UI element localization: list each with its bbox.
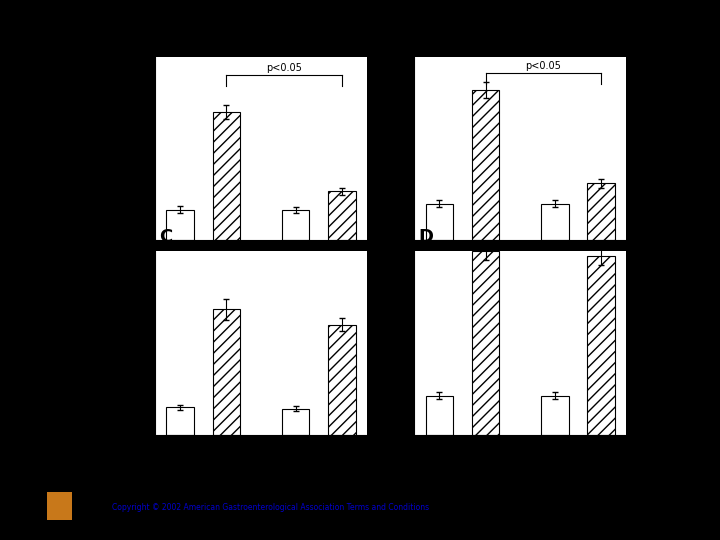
Text: +: +: [292, 262, 300, 272]
Text: N19-RhoA: N19-RhoA: [415, 286, 457, 295]
Bar: [282, 409, 310, 435]
Bar: [166, 407, 194, 435]
Bar: [166, 210, 194, 240]
Bar: [212, 309, 240, 435]
Text: C: C: [159, 227, 173, 246]
Text: +: +: [222, 457, 230, 467]
Bar: [212, 112, 240, 240]
Text: A: A: [159, 33, 174, 51]
Text: +: +: [176, 457, 184, 467]
Text: +: +: [482, 262, 490, 272]
Text: Gastroenterology 2002 123271-280 DOI: (10.1053/gast.2002.34162): Gastroenterology 2002 123271-280 DOI: (1…: [112, 492, 374, 502]
Text: +: +: [551, 286, 559, 296]
Bar: [541, 396, 569, 435]
Polygon shape: [48, 491, 72, 520]
Text: ELSEVIER: ELSEVIER: [47, 526, 72, 531]
Text: +: +: [482, 457, 490, 467]
Bar: [426, 204, 454, 240]
Text: CP: CP: [156, 457, 167, 465]
Bar: [587, 255, 615, 435]
Text: +: +: [338, 262, 346, 272]
Bar: [541, 204, 569, 240]
Text: +: +: [551, 481, 559, 491]
Text: +: +: [436, 457, 444, 467]
Bar: [426, 396, 454, 435]
Text: 196mCre: 196mCre: [415, 481, 454, 490]
Y-axis label: Fold increase: Fold increase: [117, 308, 127, 377]
Text: +: +: [597, 286, 605, 296]
Text: Fig. 7: Fig. 7: [341, 19, 379, 33]
Text: Copyright © 2002 American Gastroenterological Association Terms and Conditions: Copyright © 2002 American Gastroenterolo…: [112, 503, 428, 512]
Text: D: D: [418, 227, 433, 246]
Text: B: B: [418, 33, 432, 51]
Bar: [587, 184, 615, 240]
Text: +: +: [292, 481, 300, 491]
Text: CP: CP: [415, 262, 426, 271]
Text: p<0.05: p<0.05: [266, 63, 302, 73]
Bar: [282, 210, 310, 240]
Text: +: +: [338, 481, 346, 491]
Y-axis label: Fold increase: Fold increase: [117, 114, 127, 183]
Text: 196bp: 196bp: [415, 457, 442, 465]
Bar: [472, 90, 500, 240]
Bar: [328, 325, 356, 435]
Text: p<0.05: p<0.05: [526, 62, 561, 71]
Text: +: +: [436, 262, 444, 272]
Text: +: +: [597, 481, 605, 491]
Bar: [472, 251, 500, 435]
Text: Ro: Ro: [156, 262, 167, 271]
Bar: [328, 191, 356, 240]
Text: A-CREB: A-CREB: [156, 481, 188, 490]
